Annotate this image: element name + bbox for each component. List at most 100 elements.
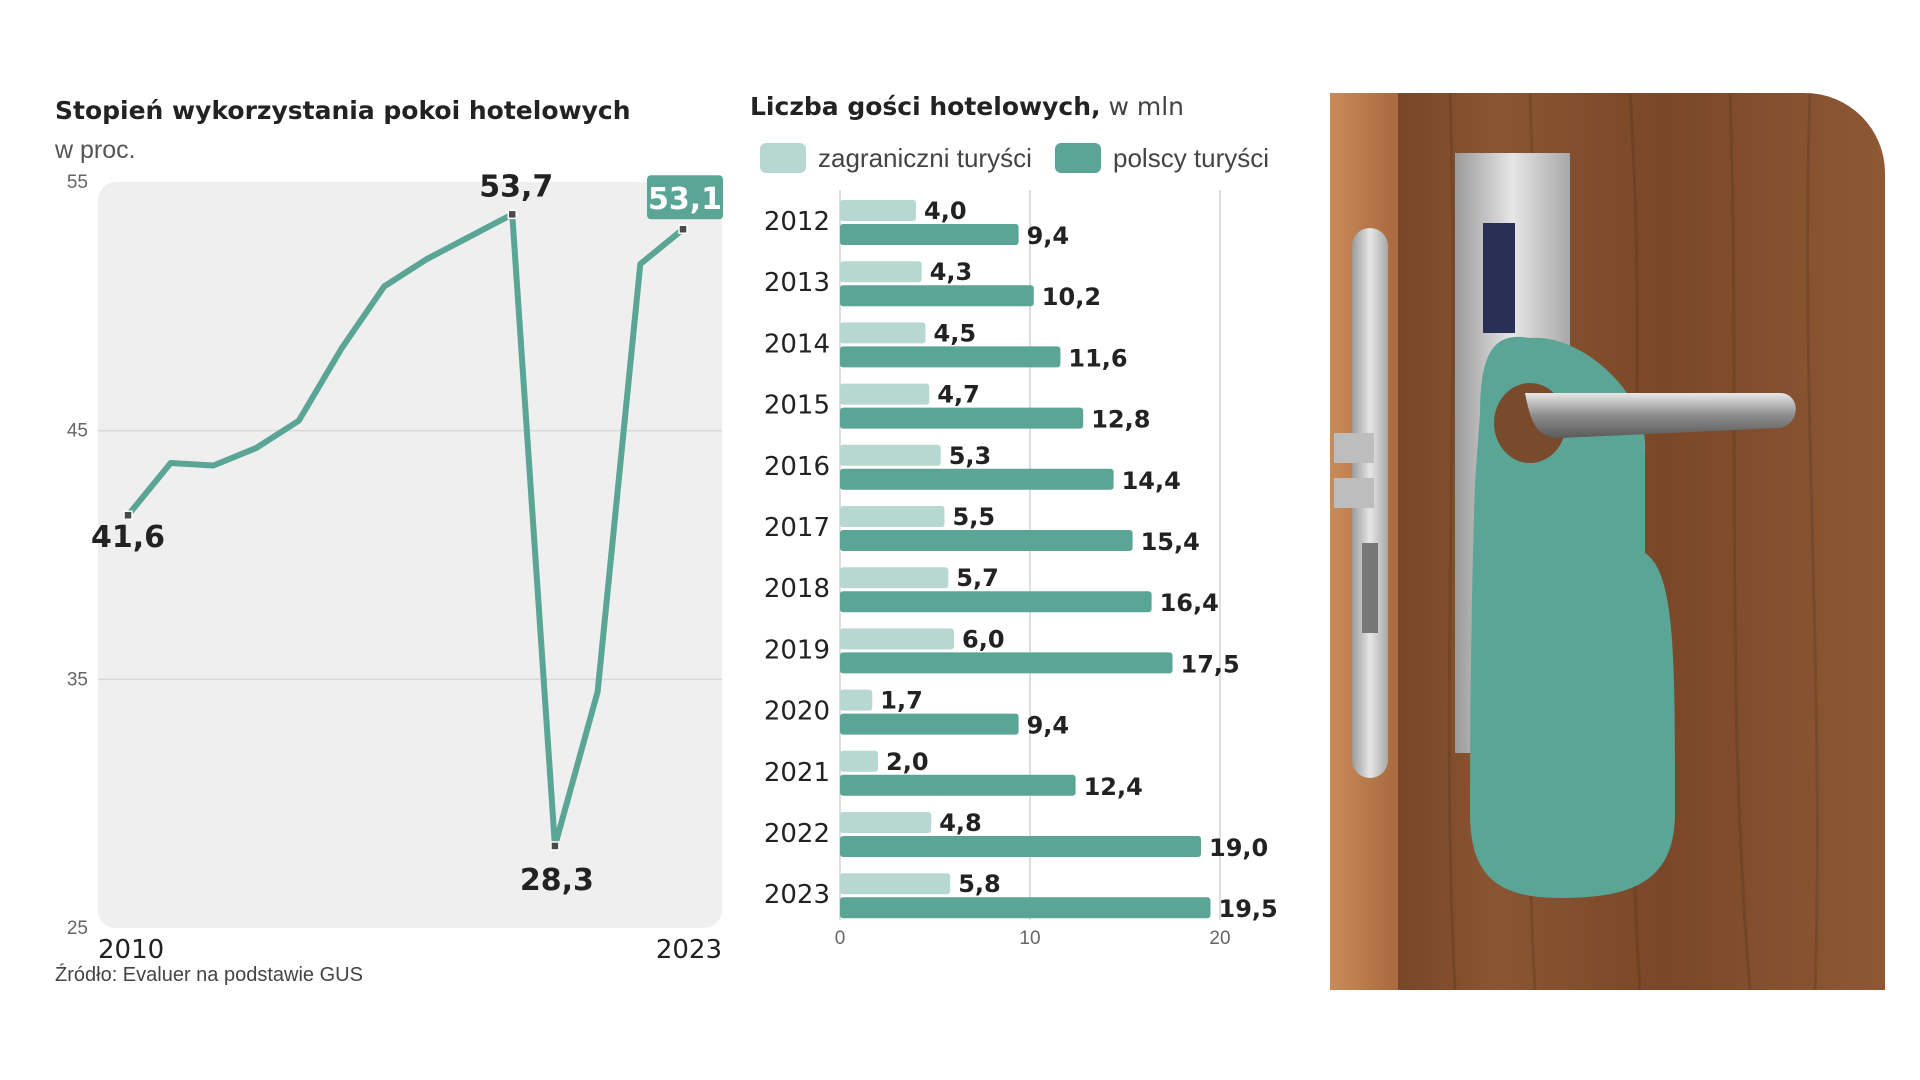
category-label: 2016 <box>764 452 830 482</box>
category-label: 2018 <box>764 574 830 604</box>
data-point-marker <box>678 224 688 234</box>
data-label: 53,1 <box>648 182 722 217</box>
card-reader <box>1483 223 1515 333</box>
bar-polish <box>840 530 1133 551</box>
bar-label-foreign: 4,5 <box>934 319 977 347</box>
bar-label-foreign: 5,5 <box>953 503 996 531</box>
legend-item-polish: polscy turyści <box>1055 140 1269 176</box>
bar-label-foreign: 4,8 <box>939 809 982 837</box>
data-label: 28,3 <box>520 863 594 898</box>
x-tick-label: 0 <box>835 928 846 949</box>
bar-foreign <box>840 628 954 650</box>
category-label: 2012 <box>764 207 830 237</box>
y-tick-label: 55 <box>67 172 88 193</box>
data-point-marker <box>507 209 517 220</box>
bar-label-foreign: 4,0 <box>924 197 967 225</box>
category-label: 2021 <box>764 758 830 788</box>
bar-label-foreign: 4,7 <box>937 381 980 409</box>
bar-chart-title-unit: w mln <box>1100 92 1184 121</box>
bar-foreign <box>840 200 916 221</box>
line-plot-area <box>98 182 722 928</box>
data-label-box <box>647 175 723 220</box>
bar-chart-title-bold: Liczba gości hotelowych, <box>750 92 1101 121</box>
bar-foreign <box>840 383 930 405</box>
category-label: 2020 <box>764 697 830 727</box>
bar-polish <box>840 224 1019 245</box>
bar-foreign <box>840 812 932 833</box>
data-point-marker <box>550 841 560 851</box>
bar-label-polish: 9,4 <box>1027 712 1070 740</box>
y-tick-label: 45 <box>67 421 88 442</box>
bar-label-foreign: 5,8 <box>958 870 1001 898</box>
bar-foreign <box>840 444 941 466</box>
bar-label-polish: 19,0 <box>1209 834 1268 862</box>
data-label: 41,6 <box>91 520 165 555</box>
bar-label-polish: 16,4 <box>1160 589 1219 617</box>
category-label: 2013 <box>764 268 830 298</box>
bar-label-polish: 12,4 <box>1084 773 1143 801</box>
bar-label-polish: 12,8 <box>1091 406 1150 434</box>
door-photo <box>1330 93 1885 990</box>
bar-label-foreign: 2,0 <box>886 748 929 776</box>
category-label: 2019 <box>764 635 830 665</box>
y-tick-label: 35 <box>67 669 88 690</box>
bar-polish <box>840 652 1173 674</box>
bar-label-foreign: 6,0 <box>962 625 1005 653</box>
door-illustration <box>1330 93 1885 990</box>
bar-polish <box>840 774 1076 796</box>
bar-polish <box>840 836 1201 857</box>
bar-polish <box>840 713 1019 735</box>
bar-label-polish: 17,5 <box>1181 650 1240 678</box>
bar-polish <box>840 285 1034 307</box>
bar-foreign <box>840 689 873 711</box>
category-label: 2023 <box>764 880 830 910</box>
latch-bolt-lower <box>1334 478 1374 508</box>
bar-label-polish: 14,4 <box>1122 467 1181 495</box>
bar-polish <box>840 897 1211 919</box>
bar-polish <box>840 407 1084 429</box>
door-handle <box>1525 393 1796 439</box>
category-label: 2015 <box>764 391 830 421</box>
bar-foreign <box>840 567 949 589</box>
x-tick-label: 10 <box>1019 928 1040 949</box>
x-tick-label: 2023 <box>656 935 722 965</box>
bar-label-polish: 9,4 <box>1027 222 1070 250</box>
x-tick-label: 20 <box>1209 928 1230 949</box>
bar-label-polish: 11,6 <box>1068 344 1127 372</box>
x-tick-label: 2010 <box>98 935 164 965</box>
legend-label-foreign: zagraniczni turyści <box>818 142 1032 173</box>
bar-label-foreign: 4,3 <box>930 258 973 286</box>
bar-label-polish: 15,4 <box>1141 528 1200 556</box>
series-line <box>125 211 686 849</box>
door-hanger <box>1470 336 1675 898</box>
data-label: 53,7 <box>479 169 553 204</box>
source-note: Źródło: Evaluer na podstawie GUS <box>55 964 363 986</box>
legend-swatch-foreign <box>760 143 806 173</box>
strike-slot <box>1362 543 1378 633</box>
category-label: 2017 <box>764 513 830 543</box>
line-chart-title: Stopień wykorzystania pokoi hotelowych <box>55 96 631 125</box>
legend-item-foreign: zagraniczni turyści <box>760 140 1032 176</box>
bar-label-foreign: 1,7 <box>880 687 923 715</box>
y-tick-label: 25 <box>67 918 88 939</box>
line-chart-subtitle: w proc. <box>55 136 136 164</box>
bar-foreign <box>840 750 878 772</box>
category-label: 2022 <box>764 819 830 849</box>
latch-bolt <box>1334 433 1374 463</box>
bar-foreign <box>840 873 951 895</box>
bar-polish <box>840 468 1114 490</box>
bar-polish <box>840 346 1061 368</box>
bar-label-polish: 19,5 <box>1219 895 1278 923</box>
bar-foreign <box>840 261 922 283</box>
bar-foreign <box>840 506 945 527</box>
legend-swatch-polish <box>1055 143 1101 173</box>
bar-polish <box>840 591 1152 613</box>
bar-foreign <box>840 322 926 344</box>
bar-chart-title: Liczba gości hotelowych, w mln <box>750 92 1184 121</box>
data-point-marker <box>123 510 133 520</box>
bar-label-polish: 10,2 <box>1042 283 1101 311</box>
bar-label-foreign: 5,3 <box>949 442 992 470</box>
legend-label-polish: polscy turyści <box>1113 142 1270 173</box>
bar-label-foreign: 5,7 <box>956 564 999 592</box>
